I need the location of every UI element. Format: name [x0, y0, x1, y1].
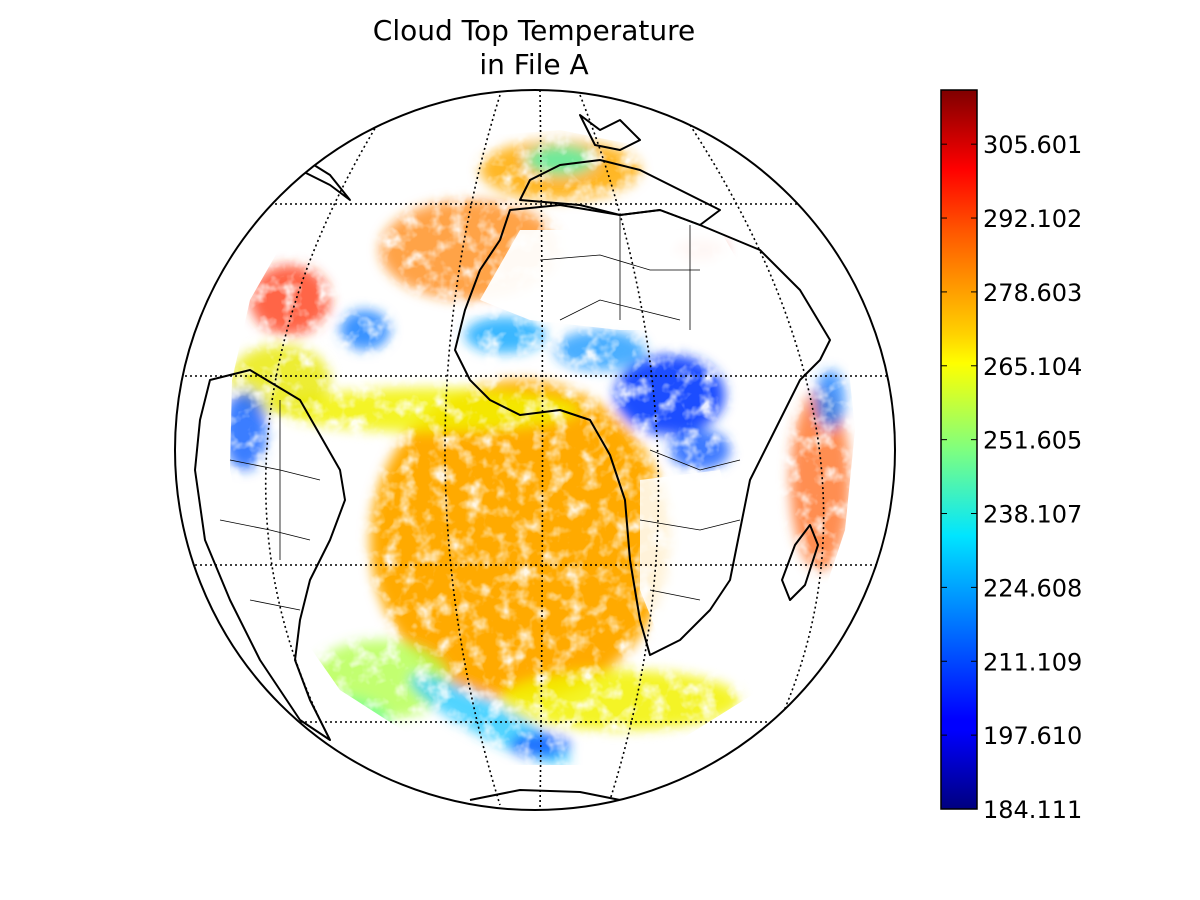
colorbar-tick-label: 251.605 — [983, 427, 1082, 455]
coastlines — [194, 114, 831, 801]
title-line-1: Cloud Top Temperature — [372, 14, 696, 47]
title-line-2: in File A — [479, 48, 589, 81]
colorbar-tick-label: 292.102 — [983, 205, 1082, 233]
colorbar-gradient — [940, 89, 978, 810]
colorbar-ticks: 184.111 197.610 211.109 224.608 238.107 251.6… — [941, 131, 1082, 824]
colorbar-tick-label: 211.109 — [983, 648, 1082, 676]
globe-outline — [174, 89, 896, 811]
colorbar-tick-label: 305.601 — [983, 131, 1082, 159]
colorbar-tick-label: 238.107 — [983, 501, 1082, 529]
colorbar-tick-label: 224.608 — [983, 574, 1082, 602]
chart-title: Cloud Top Temperature in File A — [284, 14, 784, 82]
colorbar-tick-label: 184.111 — [983, 796, 1082, 824]
colorbar-tick-label: 265.104 — [983, 353, 1082, 381]
country-borders — [219, 215, 741, 611]
colorbar-tick-label: 197.610 — [983, 722, 1082, 750]
colorbar-tick-label: 278.603 — [983, 279, 1082, 307]
